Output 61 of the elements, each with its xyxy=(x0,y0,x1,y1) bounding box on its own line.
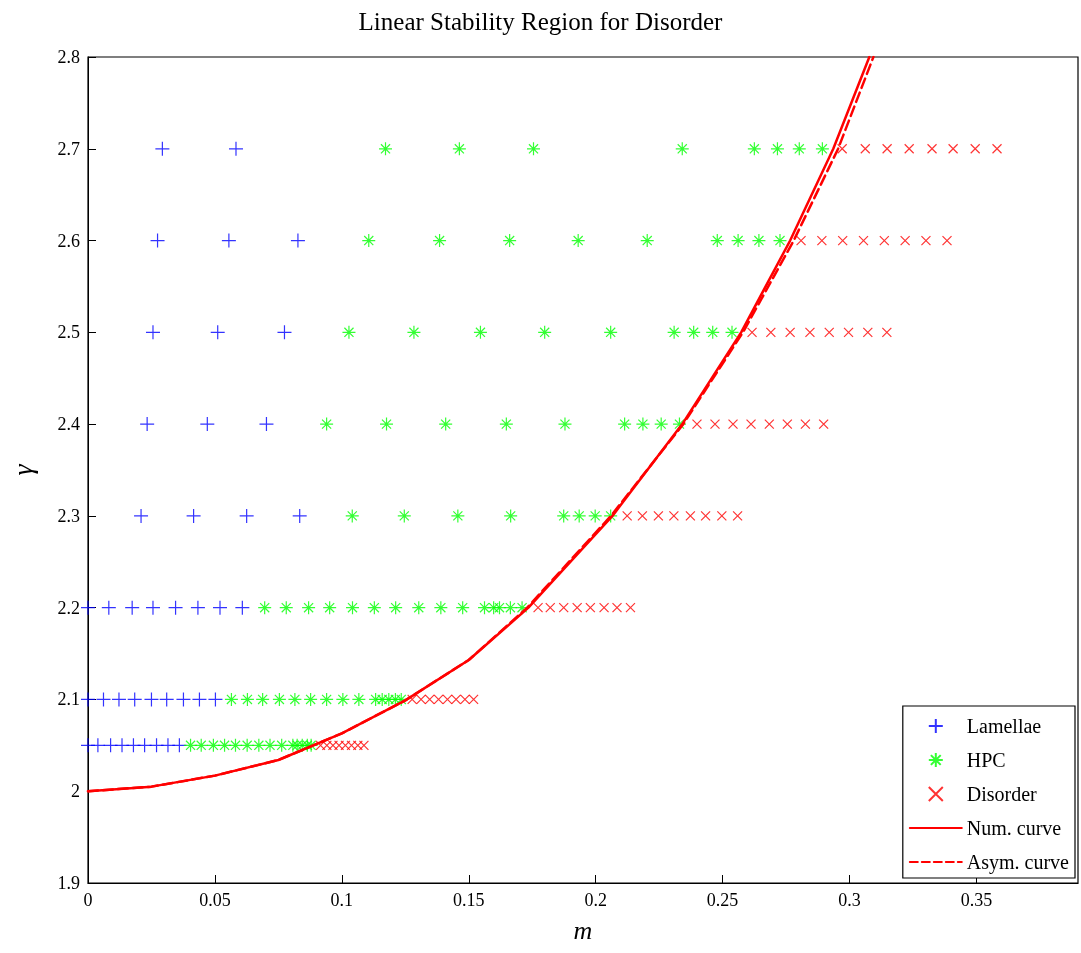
y-tick-label: 2.5 xyxy=(57,322,80,343)
point xyxy=(258,416,275,432)
point xyxy=(90,737,106,753)
x-tick-label: 0.3 xyxy=(838,890,861,910)
x-tick-label: 0 xyxy=(83,890,93,910)
point xyxy=(292,508,308,524)
point xyxy=(210,324,226,340)
y-tick-label: 2.2 xyxy=(57,597,80,618)
point xyxy=(95,691,112,708)
point xyxy=(145,600,161,616)
point xyxy=(234,600,250,616)
y-tick-label: 2.3 xyxy=(57,505,80,526)
x-tick-label: 0.25 xyxy=(706,890,739,910)
chart-title: Linear Stability Region for Disorder xyxy=(358,8,724,35)
legend-label: Lamellae xyxy=(966,715,1042,737)
point xyxy=(228,141,244,157)
point xyxy=(154,141,170,157)
point xyxy=(212,600,228,616)
y-tick-label: 2.1 xyxy=(57,689,80,710)
point xyxy=(207,691,224,708)
point xyxy=(171,737,187,753)
point xyxy=(167,600,184,616)
y-axis-title: γ xyxy=(6,463,38,476)
point xyxy=(80,691,96,708)
point xyxy=(290,232,306,249)
point xyxy=(239,508,255,524)
point xyxy=(133,508,149,524)
legend-label: HPC xyxy=(966,749,1006,771)
x-tick-label: 0.35 xyxy=(960,890,993,910)
y-tick-label: 2.8 xyxy=(57,47,80,67)
point xyxy=(137,737,153,753)
point xyxy=(199,416,215,432)
point xyxy=(139,416,155,432)
point xyxy=(149,232,166,249)
y-tick-label: 2.6 xyxy=(57,230,80,251)
point xyxy=(175,691,192,708)
point xyxy=(276,324,293,340)
legend-label: Disorder xyxy=(966,783,1038,805)
point xyxy=(127,691,143,708)
point xyxy=(80,600,96,616)
point xyxy=(190,600,206,616)
x-axis-title: m xyxy=(573,915,593,945)
point xyxy=(221,232,237,249)
point xyxy=(111,691,127,708)
point xyxy=(159,691,175,708)
legend-label: Asym. curve xyxy=(966,851,1070,874)
y-tick-label: 1.9 xyxy=(57,873,80,893)
point xyxy=(186,508,202,524)
y-tick-label: 2 xyxy=(71,781,80,802)
y-tick-label: 2.7 xyxy=(57,138,80,159)
x-tick-label: 0.05 xyxy=(199,890,231,910)
legend-label: Num. curve xyxy=(966,817,1062,839)
y-tick-label: 2.4 xyxy=(57,414,80,435)
x-tick-label: 0.15 xyxy=(453,890,485,910)
x-tick-label: 0.2 xyxy=(584,890,607,910)
point xyxy=(101,600,117,616)
point xyxy=(124,600,140,616)
x-tick-label: 0.1 xyxy=(330,890,354,910)
point xyxy=(143,691,160,708)
point xyxy=(191,691,208,708)
point xyxy=(145,324,161,340)
